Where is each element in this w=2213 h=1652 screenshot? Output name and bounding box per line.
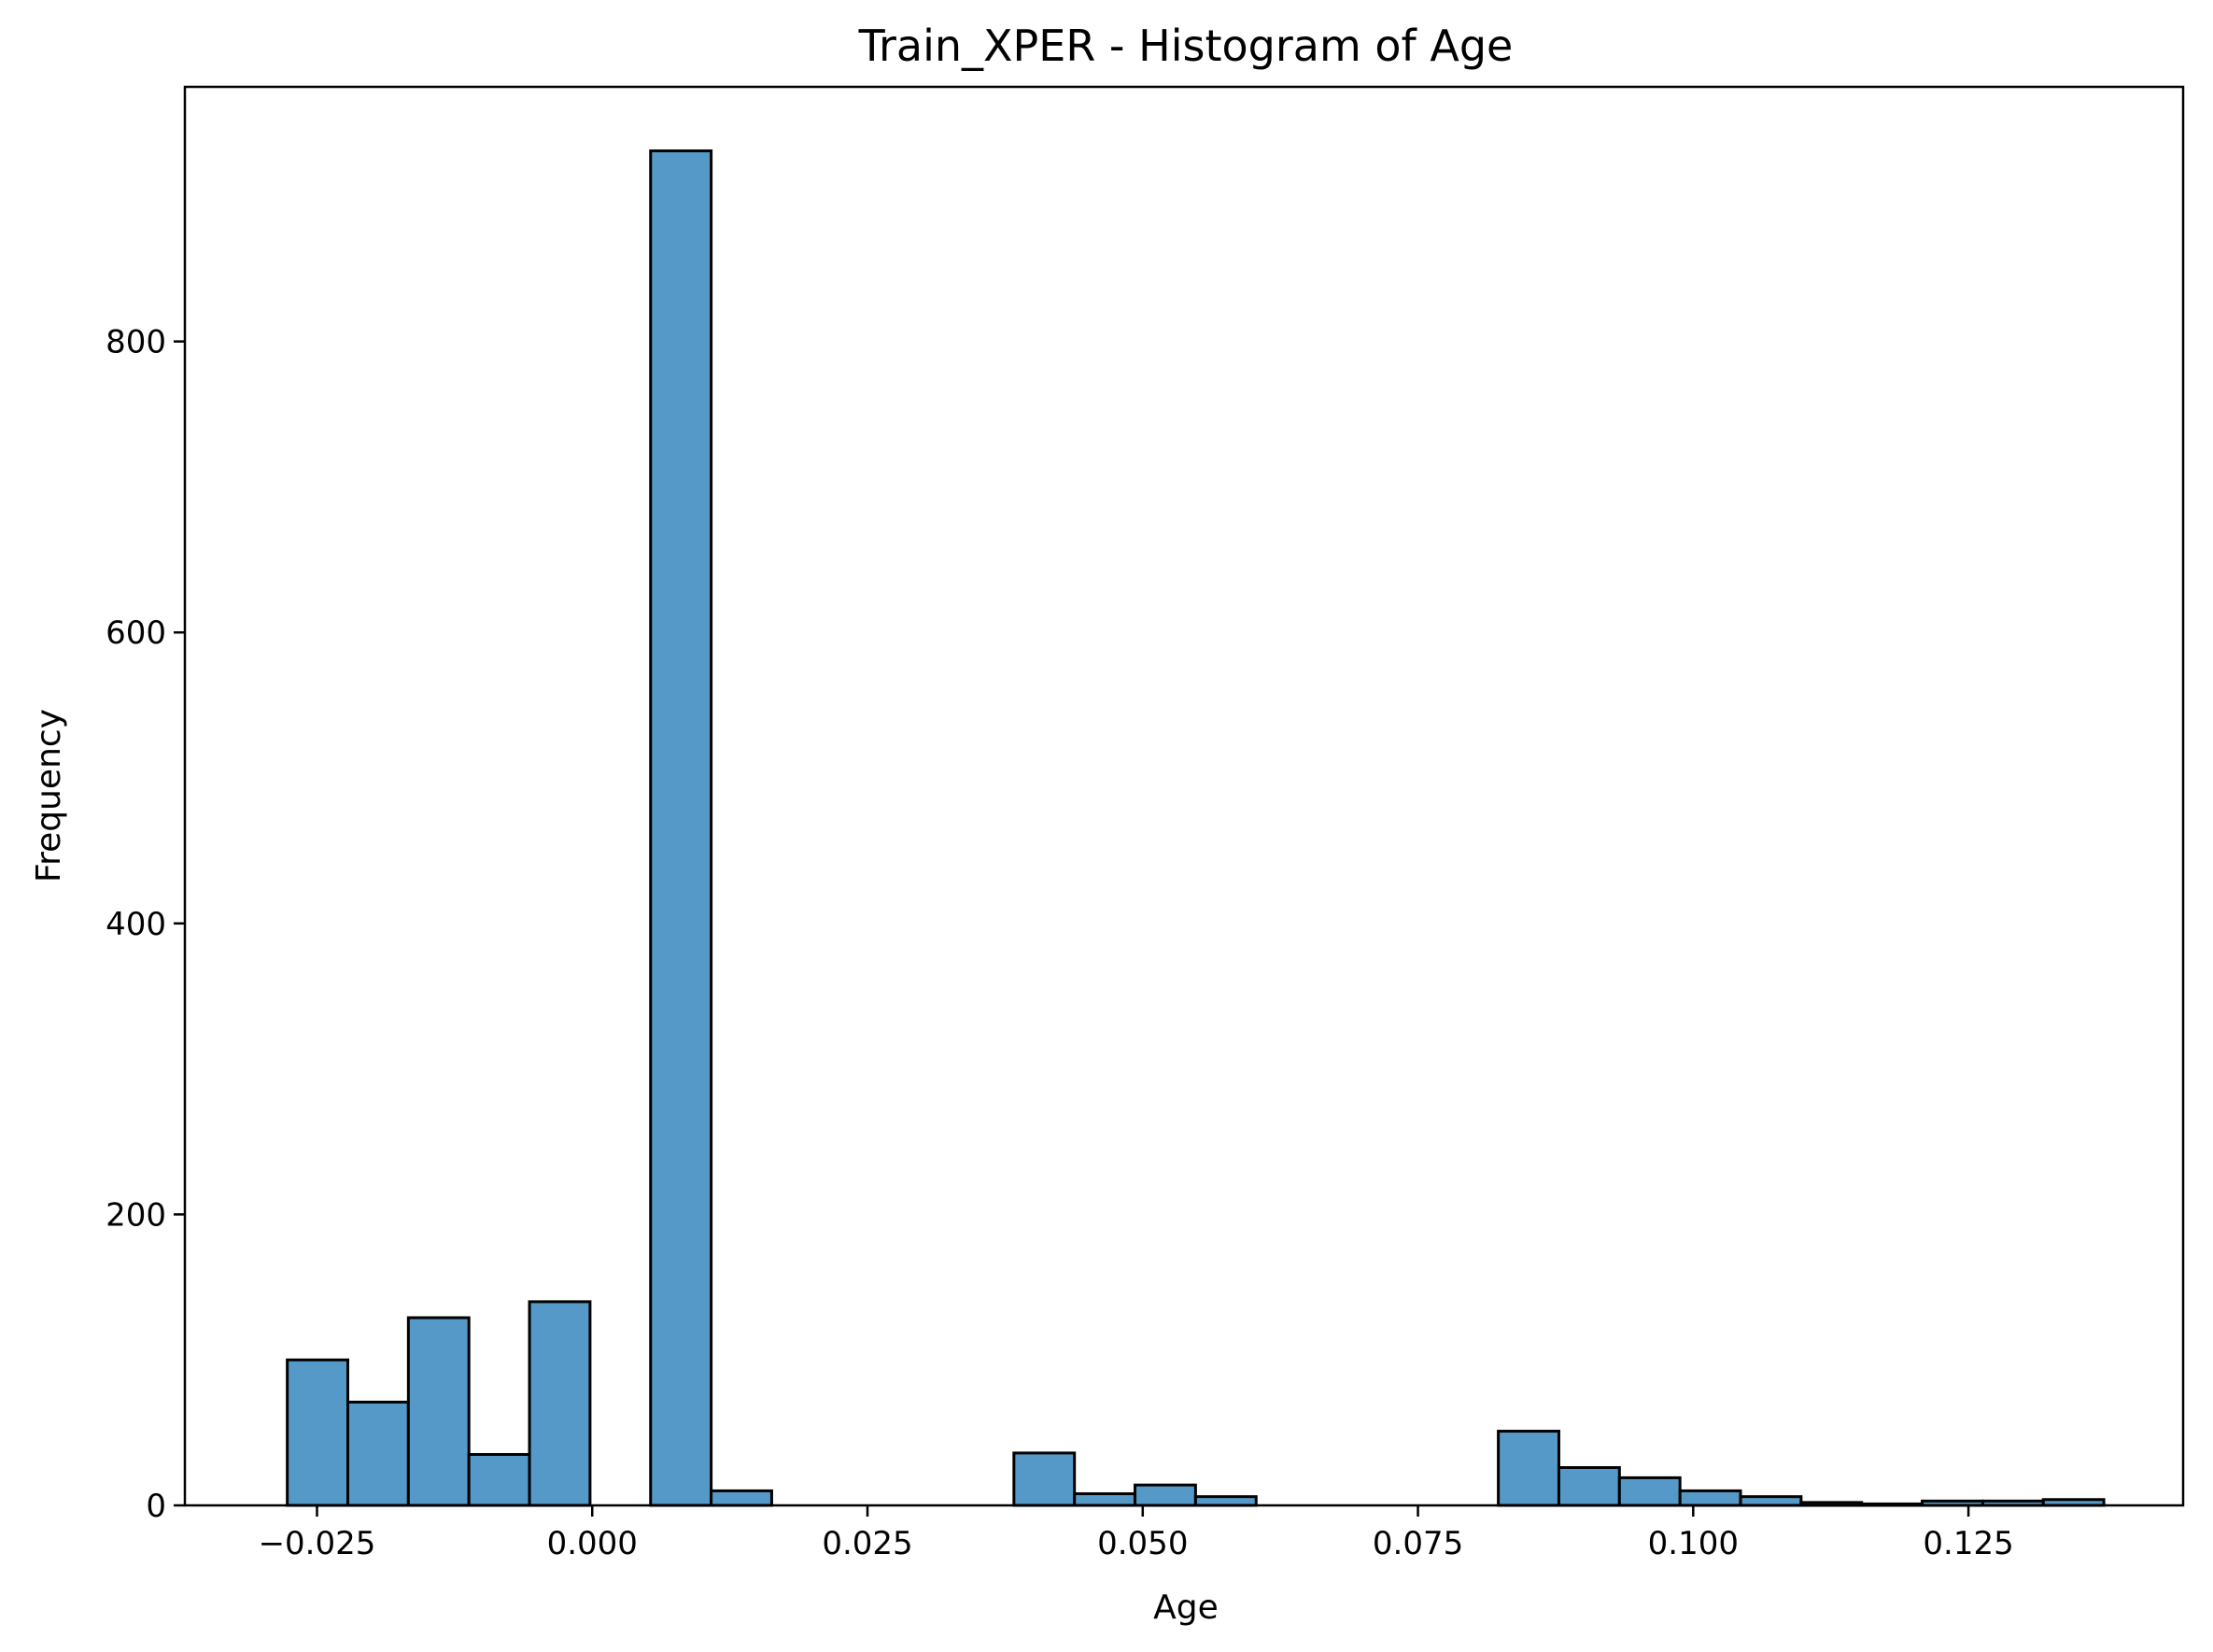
x-tick-label: 0.075 — [1373, 1525, 1463, 1562]
histogram-bar — [1617, 1476, 1682, 1507]
y-tick-label: 800 — [106, 324, 166, 361]
histogram-bar — [1012, 1451, 1077, 1507]
y-axis-label: Frequency — [30, 709, 68, 882]
x-tick-label: 0.025 — [822, 1525, 912, 1562]
histogram-bar — [1739, 1495, 1803, 1507]
histogram-bar — [1678, 1489, 1742, 1507]
histogram-bar — [1134, 1483, 1197, 1507]
y-tick-label: 600 — [106, 614, 166, 652]
histogram-bar — [1193, 1495, 1258, 1507]
x-tick-label: 0.050 — [1097, 1525, 1188, 1562]
x-tick-label: 0.100 — [1648, 1525, 1739, 1562]
x-tick-label: −0.025 — [259, 1525, 376, 1562]
x-axis-label: Age — [1153, 1588, 1219, 1627]
plot-frame — [183, 85, 2185, 1507]
histogram-bar — [528, 1300, 592, 1507]
y-tick-label: 400 — [106, 906, 166, 943]
x-tick-label: 0.125 — [1923, 1525, 2013, 1562]
y-axis-ticks: 0 200 400 600 800 — [106, 324, 185, 1525]
histogram-bar — [346, 1400, 410, 1507]
histogram-bar — [1073, 1492, 1137, 1507]
histogram-bar — [286, 1358, 350, 1507]
histogram-bar — [406, 1316, 471, 1507]
histogram-bar — [710, 1489, 773, 1507]
chart-title: Train_XPER - Histogram of Age — [858, 21, 1514, 71]
histogram-bar — [1557, 1465, 1621, 1507]
x-tick-label: 0.000 — [547, 1525, 638, 1562]
histogram-bar — [649, 149, 713, 1507]
y-tick-label: 200 — [106, 1196, 166, 1234]
histogram-bar — [467, 1452, 531, 1507]
y-tick-label: 0 — [146, 1488, 166, 1525]
x-axis-ticks: −0.025 0.000 0.025 0.050 0.075 0.100 0.125 — [259, 1505, 2014, 1562]
histogram-bar — [1497, 1430, 1560, 1507]
bars-group — [286, 149, 2106, 1507]
